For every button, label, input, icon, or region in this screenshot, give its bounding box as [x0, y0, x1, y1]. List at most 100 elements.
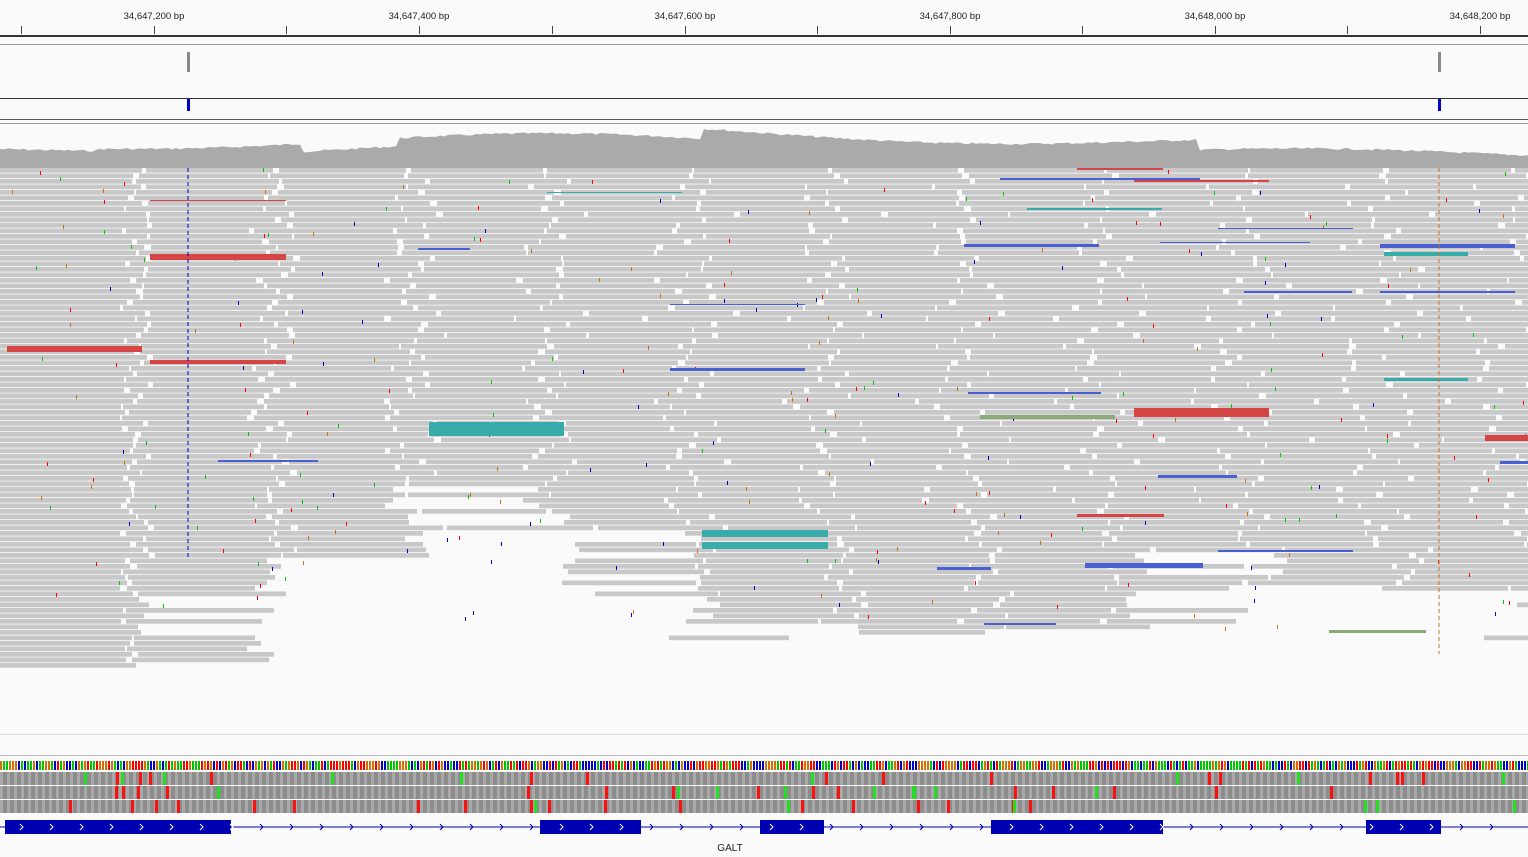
mismatch	[1285, 518, 1286, 522]
read	[696, 481, 830, 487]
read	[0, 602, 149, 608]
read	[1124, 322, 1251, 327]
codon	[1435, 772, 1438, 785]
read	[571, 179, 709, 184]
codon	[28, 772, 31, 785]
read	[800, 487, 924, 492]
read	[390, 415, 533, 421]
sequence-base	[708, 761, 710, 770]
read	[552, 410, 684, 415]
mismatch	[821, 594, 822, 598]
codon	[259, 786, 262, 799]
codon	[1379, 800, 1382, 813]
read	[866, 591, 1010, 597]
genome-ruler[interactable]: 34,647,200 bp 34,647,400 bp 34,647,600 b…	[0, 0, 1528, 44]
paired-read	[670, 368, 805, 371]
mismatch	[1057, 605, 1058, 609]
read	[689, 300, 817, 305]
codon	[1078, 786, 1081, 799]
mismatch	[1373, 403, 1374, 407]
codon	[644, 786, 647, 799]
codon	[574, 772, 577, 785]
read	[694, 327, 833, 333]
sequence-base	[1416, 761, 1418, 770]
sequence-base	[606, 761, 608, 770]
codon	[280, 772, 283, 785]
read	[682, 289, 826, 294]
read	[1274, 553, 1409, 558]
alignment-track[interactable]	[0, 168, 1528, 680]
codon	[1344, 772, 1347, 785]
mismatch	[447, 538, 448, 542]
codon	[1071, 786, 1074, 799]
ruler-tick	[950, 26, 951, 34]
sequence-base	[609, 761, 611, 770]
codon	[700, 786, 703, 799]
sequence-base	[1446, 761, 1448, 770]
read	[281, 217, 405, 223]
interval-marker[interactable]	[1438, 52, 1441, 72]
codon	[217, 772, 220, 785]
mismatch	[925, 501, 926, 505]
codon	[119, 772, 122, 785]
gene-track[interactable]	[0, 814, 1528, 842]
sequence-base	[720, 761, 722, 770]
codon	[1442, 786, 1445, 799]
codon	[287, 772, 290, 785]
sequence-track[interactable]	[0, 759, 1528, 815]
codon	[539, 800, 542, 813]
read	[551, 223, 676, 228]
codon	[84, 786, 87, 799]
mismatch	[1251, 566, 1252, 570]
interval-track[interactable]	[0, 48, 1528, 96]
sequence-base	[1008, 761, 1010, 770]
ruler-axis	[0, 35, 1528, 37]
codon	[294, 772, 297, 785]
read	[1487, 338, 1528, 344]
stop-start-codon	[934, 786, 937, 799]
mismatch	[702, 449, 703, 453]
read	[282, 179, 425, 184]
read	[1124, 272, 1271, 278]
codon	[84, 800, 87, 813]
gene-exon	[540, 820, 641, 834]
read	[1374, 223, 1498, 228]
gene-name-label[interactable]: GALT	[717, 843, 743, 854]
read	[404, 443, 552, 448]
sequence-base	[1389, 761, 1391, 770]
mismatch	[822, 295, 823, 299]
read	[942, 465, 1064, 470]
sequence-base	[915, 761, 917, 770]
codon	[644, 800, 647, 813]
codon	[1204, 800, 1207, 813]
sequence-base	[1305, 761, 1307, 770]
read	[872, 311, 998, 316]
sequence-base	[1299, 761, 1301, 770]
read	[688, 355, 828, 360]
codon	[483, 800, 486, 813]
sequence-base	[81, 761, 83, 770]
codon	[1302, 786, 1305, 799]
codon	[1379, 786, 1382, 799]
codon	[609, 800, 612, 813]
stop-start-codon	[672, 786, 675, 799]
mismatch	[1189, 249, 1190, 253]
feature-track[interactable]	[0, 99, 1528, 119]
codon	[147, 800, 150, 813]
read	[1484, 635, 1528, 641]
read	[716, 294, 849, 300]
read	[151, 322, 274, 327]
chevron-right-icon	[1189, 823, 1194, 831]
codon	[742, 786, 745, 799]
sequence-base	[684, 761, 686, 770]
interval-marker[interactable]	[187, 52, 190, 72]
codon	[938, 772, 941, 785]
read	[547, 481, 694, 487]
read	[443, 212, 584, 217]
coverage-track[interactable]	[0, 124, 1528, 168]
sequence-base	[1434, 761, 1436, 770]
feature-marker[interactable]	[1438, 99, 1441, 111]
feature-marker[interactable]	[187, 99, 190, 111]
codon	[1106, 800, 1109, 813]
codon	[889, 800, 892, 813]
